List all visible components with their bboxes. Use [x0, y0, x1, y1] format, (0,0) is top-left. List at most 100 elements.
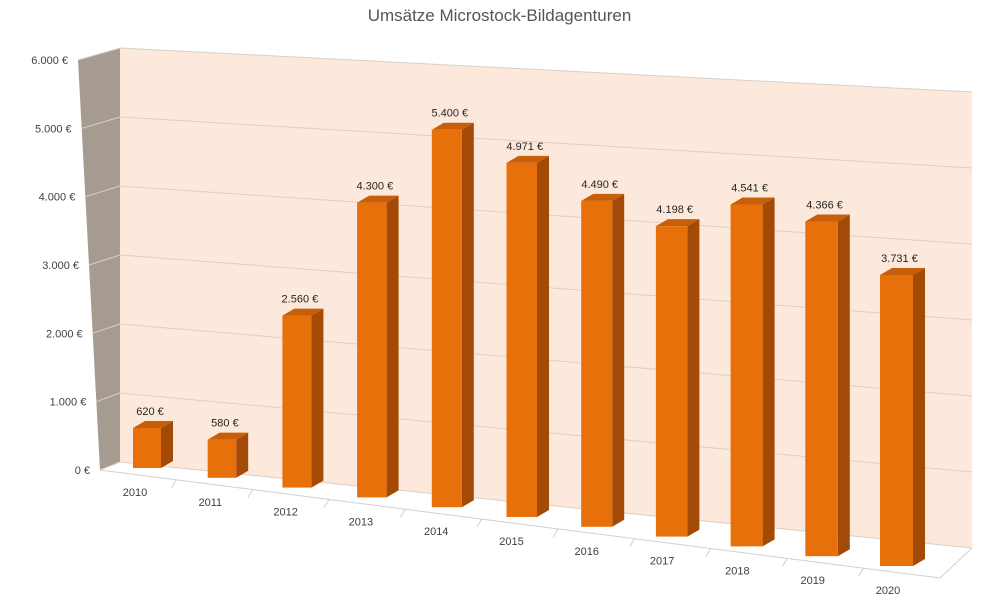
x-tick-label: 2015 — [499, 536, 523, 548]
x-tick-mark — [629, 538, 635, 547]
chart-title: Umsätze Microstock-Bildagenturen — [367, 6, 632, 25]
y-tick-label: 0 € — [75, 465, 90, 477]
bar-top — [282, 308, 324, 316]
bar-side — [837, 214, 850, 557]
bar-top — [133, 421, 173, 429]
x-tick-label: 2019 — [800, 575, 824, 587]
bar-side — [913, 267, 925, 566]
bar-front — [805, 221, 838, 557]
gridline — [119, 116, 973, 169]
bar-front — [730, 204, 763, 547]
gridline — [119, 47, 973, 93]
data-label: 4.198 € — [656, 204, 693, 216]
bar-2010: 620 € — [133, 406, 173, 468]
x-tick-label: 2014 — [424, 526, 448, 538]
bar-front — [282, 315, 312, 488]
bar-top — [655, 219, 700, 227]
y-tick-label: 1.000 € — [50, 397, 87, 409]
bar-top — [581, 193, 625, 201]
bar-top — [431, 122, 474, 130]
bar-front — [655, 226, 688, 537]
bar-front — [581, 200, 613, 527]
floor-edge — [99, 469, 973, 579]
x-tick-mark — [858, 567, 865, 577]
bar-2016: 4.490 € — [581, 179, 625, 527]
x-tick-label: 2013 — [349, 516, 373, 528]
bar-top — [506, 155, 549, 163]
data-label: 4.366 € — [806, 200, 843, 212]
bar-2019: 4.366 € — [805, 200, 850, 557]
x-tick-label: 2012 — [273, 507, 297, 519]
bar-top — [357, 195, 399, 203]
gridline-side — [81, 116, 121, 129]
bar-2017: 4.198 € — [655, 204, 700, 537]
bar-2011: 580 € — [207, 418, 249, 478]
x-tick-mark — [476, 518, 483, 528]
bar-top — [730, 197, 775, 205]
y-tick-label: 3.000 € — [42, 260, 79, 272]
data-label: 580 € — [211, 418, 239, 430]
x-tick-mark — [552, 528, 559, 538]
y-tick-label: 5.000 € — [35, 123, 72, 135]
x-tick-label: 2017 — [650, 556, 674, 568]
bar-2012: 2.560 € — [282, 294, 324, 488]
x-tick-label: 2020 — [876, 585, 900, 597]
gridline-side — [85, 185, 121, 198]
side-wall — [78, 48, 120, 470]
bar-front — [357, 202, 387, 498]
data-label: 620 € — [136, 406, 164, 418]
gridline-side — [92, 323, 121, 334]
gridline-side — [88, 254, 121, 266]
y-tick-label: 6.000 € — [31, 55, 68, 67]
bar-front — [133, 428, 161, 468]
bar-front — [506, 162, 537, 517]
x-tick-label: 2016 — [575, 546, 599, 558]
x-tick-mark — [170, 479, 177, 489]
bar-front — [880, 274, 913, 566]
bar-side — [311, 308, 324, 488]
bar-side — [386, 195, 399, 498]
bar-2013: 4.300 € — [356, 181, 399, 498]
x-tick-mark — [247, 489, 254, 498]
bar-side — [161, 421, 173, 468]
bar-side — [461, 122, 474, 508]
data-label: 4.490 € — [581, 179, 618, 191]
data-label: 3.731 € — [881, 253, 918, 265]
bar-side — [687, 219, 700, 537]
data-label: 4.971 € — [506, 141, 543, 153]
x-tick-label: 2018 — [725, 565, 749, 577]
y-tick-label: 4.000 € — [39, 192, 76, 204]
x-axis: 2010 2011 2012 2013 2014 2015 2016 2017 2018 2019… — [123, 479, 900, 597]
bars: 620 € 580 € 2.560 € 4.300 € 5.400 € 4.971 € 4.… — [133, 108, 925, 566]
y-axis: 0 € 1.000 € 2.000 € 3.000 € 4.000 € 5.000 € 6.… — [31, 55, 90, 477]
bar-front — [431, 129, 462, 508]
bar-side — [537, 155, 549, 517]
data-label: 5.400 € — [431, 108, 468, 120]
gridline-side — [96, 392, 121, 403]
bar-2020: 3.731 € — [880, 253, 925, 566]
bar-side — [612, 193, 625, 527]
x-tick-mark — [400, 509, 406, 518]
data-label: 2.560 € — [282, 294, 319, 306]
bar-side — [236, 432, 249, 478]
bar-side — [762, 197, 775, 547]
data-label: 4.300 € — [356, 181, 393, 193]
bar-front — [207, 439, 237, 478]
x-tick-mark — [781, 558, 788, 567]
bar-2014: 5.400 € — [431, 108, 474, 508]
bar-top — [207, 432, 249, 440]
y-tick-label: 2.000 € — [46, 328, 83, 340]
x-tick-mark — [323, 499, 330, 508]
x-tick-mark — [705, 548, 712, 557]
gridline-side — [77, 47, 121, 61]
bar-top — [880, 267, 925, 275]
data-label: 4.541 € — [731, 182, 768, 194]
bar-2018: 4.541 € — [730, 182, 775, 547]
x-tick-label: 2010 — [123, 487, 147, 499]
bar-2015: 4.971 € — [506, 141, 549, 517]
x-tick-label: 2011 — [198, 497, 222, 509]
gridline-side — [99, 461, 121, 471]
bar-top — [805, 214, 850, 222]
